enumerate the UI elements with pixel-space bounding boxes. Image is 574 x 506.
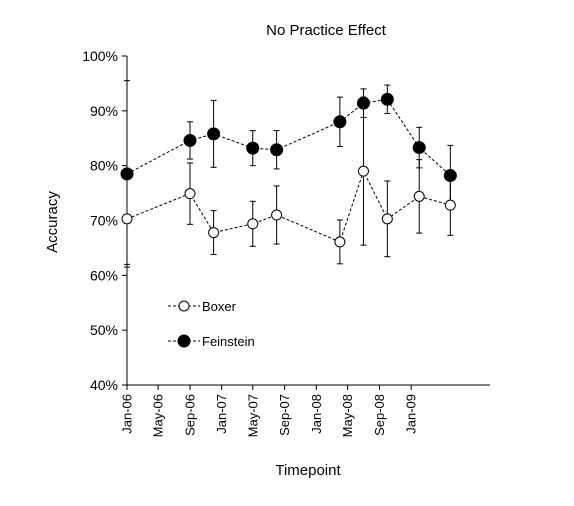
boxer-point bbox=[247, 218, 259, 230]
legend-boxer-label: Boxer bbox=[202, 299, 237, 314]
feinstein-point bbox=[183, 133, 197, 147]
x-tick-label: Jan-07 bbox=[214, 394, 229, 434]
legend-boxer-marker bbox=[178, 300, 190, 312]
x-tick-label: Sep-06 bbox=[183, 394, 198, 436]
boxer-point bbox=[184, 188, 196, 200]
feinstein-point bbox=[270, 143, 284, 157]
boxer-point bbox=[444, 199, 456, 211]
feinstein-point bbox=[333, 115, 347, 129]
x-tick-label: Sep-07 bbox=[277, 394, 292, 436]
y-tick-label: 80% bbox=[90, 158, 118, 174]
axes: 40% 50% 60% 70% 80% 90% 100% Jan-06 May-06 Sep-06… bbox=[82, 48, 490, 437]
feinstein-point bbox=[207, 127, 221, 141]
y-tick-label: 100% bbox=[82, 48, 118, 64]
x-tick-label: Jan-08 bbox=[309, 394, 324, 434]
series-markers bbox=[120, 92, 457, 248]
y-axis-label: Accuracy bbox=[44, 191, 61, 253]
x-tick-label: May-07 bbox=[245, 394, 260, 437]
boxer-point bbox=[381, 213, 393, 225]
feinstein-point bbox=[120, 167, 134, 181]
feinstein-point bbox=[412, 141, 426, 155]
feinstein-point bbox=[380, 92, 394, 106]
boxer-point bbox=[334, 236, 346, 248]
x-axis-label: Timepoint bbox=[275, 462, 341, 479]
boxer-point bbox=[271, 209, 283, 221]
legend-feinstein-marker bbox=[177, 334, 191, 348]
boxer-point bbox=[208, 227, 220, 239]
legend: Boxer Feinstein bbox=[168, 299, 255, 349]
y-tick-label: 70% bbox=[90, 213, 118, 229]
x-tick-label: Jan-09 bbox=[404, 394, 419, 434]
boxer-point bbox=[357, 165, 369, 177]
legend-feinstein-label: Feinstein bbox=[202, 334, 255, 349]
y-tick-label: 50% bbox=[90, 322, 118, 338]
series-lines bbox=[126, 98, 451, 243]
x-tick-label: May-06 bbox=[151, 394, 166, 437]
chart-title: No Practice Effect bbox=[266, 22, 387, 39]
boxer-point bbox=[121, 213, 133, 225]
feinstein-point bbox=[443, 169, 457, 183]
x-tick-label: Jan-06 bbox=[120, 394, 135, 434]
y-tick-label: 90% bbox=[90, 103, 118, 119]
boxer-series-line bbox=[126, 169, 451, 243]
y-tick-label: 40% bbox=[90, 377, 118, 393]
boxer-point bbox=[413, 190, 425, 202]
y-tick-label: 60% bbox=[90, 267, 118, 283]
feinstein-point bbox=[356, 96, 370, 110]
x-tick-label: May-08 bbox=[340, 394, 355, 437]
feinstein-point bbox=[246, 141, 260, 155]
x-tick-label: Sep-08 bbox=[372, 394, 387, 436]
feinstein-series-line bbox=[126, 98, 451, 176]
error-bars bbox=[124, 80, 454, 268]
